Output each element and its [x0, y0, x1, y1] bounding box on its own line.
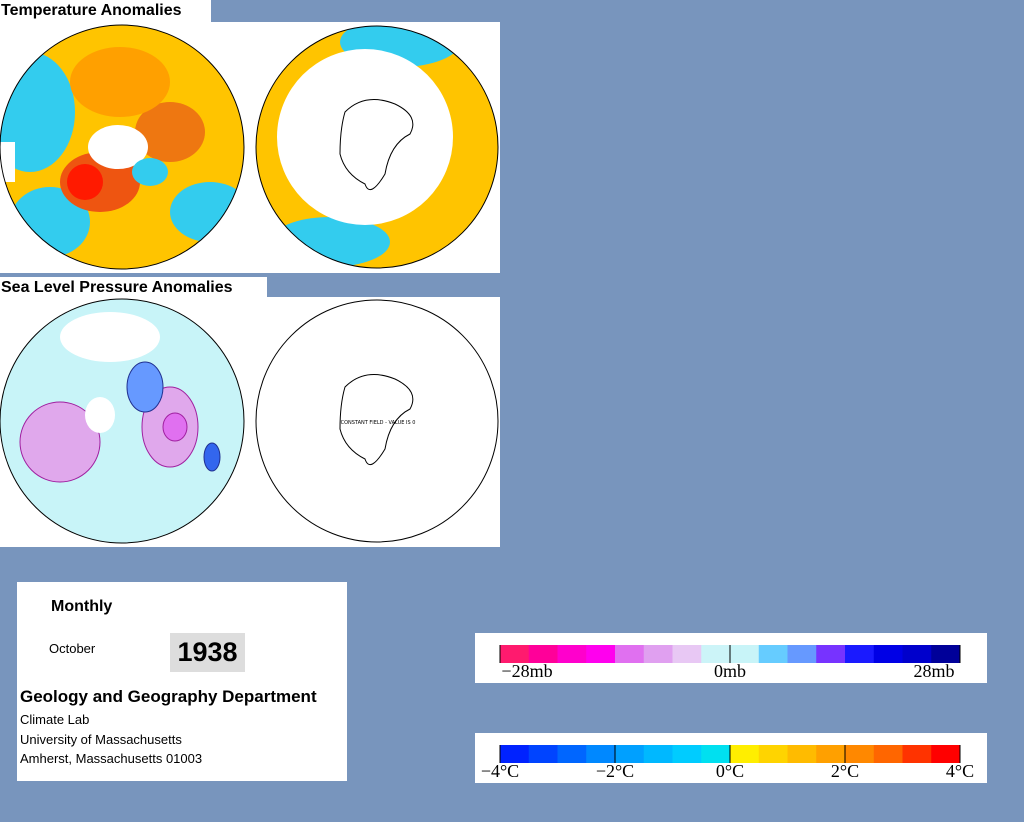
- legend-swatch: [902, 645, 932, 663]
- legend-swatch: [845, 745, 875, 763]
- legend-swatch: [730, 745, 760, 763]
- legend-swatch: [615, 745, 645, 763]
- info-box: Monthly October 1938 Geology and Geograp…: [17, 582, 347, 781]
- pressure-maps: CONSTANT FIELD - VALUE IS 0: [0, 297, 500, 547]
- legend-label: 28mb: [913, 661, 954, 681]
- legend-label: 2°C: [831, 761, 859, 781]
- legend-swatch: [500, 745, 530, 763]
- address-line: Amherst, Massachusetts 01003: [20, 751, 203, 766]
- month: October: [49, 641, 96, 656]
- legend-swatch: [528, 645, 558, 663]
- legend-swatch: [931, 745, 961, 763]
- legend-swatch: [816, 745, 846, 763]
- legend-label: −4°C: [481, 761, 519, 781]
- legend-label: 0°C: [716, 761, 744, 781]
- legend-swatch: [643, 745, 673, 763]
- legend-swatch: [615, 645, 645, 663]
- legend-swatch: [672, 645, 702, 663]
- legend-swatch: [672, 745, 702, 763]
- temperature-legend: −4°C −2°C 0°C 2°C 4°C: [475, 733, 987, 783]
- department: Geology and Geography Department: [20, 687, 317, 706]
- legend-swatch: [787, 745, 817, 763]
- legend-swatch: [528, 745, 558, 763]
- period: Monthly: [51, 598, 113, 615]
- legend-swatch: [758, 645, 788, 663]
- legend-swatch: [816, 645, 846, 663]
- legend-swatch: [557, 745, 587, 763]
- legend-label: −28mb: [501, 661, 552, 681]
- panel-title: Sea Level Pressure Anomalies: [0, 277, 267, 297]
- legend-swatch: [931, 645, 961, 663]
- legend-swatch: [701, 745, 731, 763]
- address-line: University of Massachusetts: [20, 732, 182, 747]
- legend-swatch: [873, 745, 903, 763]
- legend-label: 4°C: [946, 761, 974, 781]
- legend-swatch: [902, 745, 932, 763]
- panel-title: Temperature Anomalies: [0, 0, 211, 22]
- legend-swatch: [643, 645, 673, 663]
- legend-swatch: [701, 645, 731, 663]
- legend-swatch: [845, 645, 875, 663]
- legend-swatch: [758, 745, 788, 763]
- legend-label: 0mb: [714, 661, 746, 681]
- map-note: CONSTANT FIELD - VALUE IS 0: [341, 420, 416, 426]
- legend-swatch: [787, 645, 817, 663]
- address-line: Climate Lab: [20, 712, 90, 727]
- legend-swatch: [557, 645, 587, 663]
- legend-swatch: [730, 645, 760, 663]
- pressure-legend: −28mb 0mb 28mb: [475, 633, 987, 683]
- legend-swatch: [586, 645, 616, 663]
- legend-swatch: [500, 645, 530, 663]
- legend-swatch: [586, 745, 616, 763]
- year: 1938: [170, 633, 245, 672]
- legend-label: −2°C: [596, 761, 634, 781]
- temperature-maps: [0, 22, 500, 273]
- legend-swatch: [873, 645, 903, 663]
